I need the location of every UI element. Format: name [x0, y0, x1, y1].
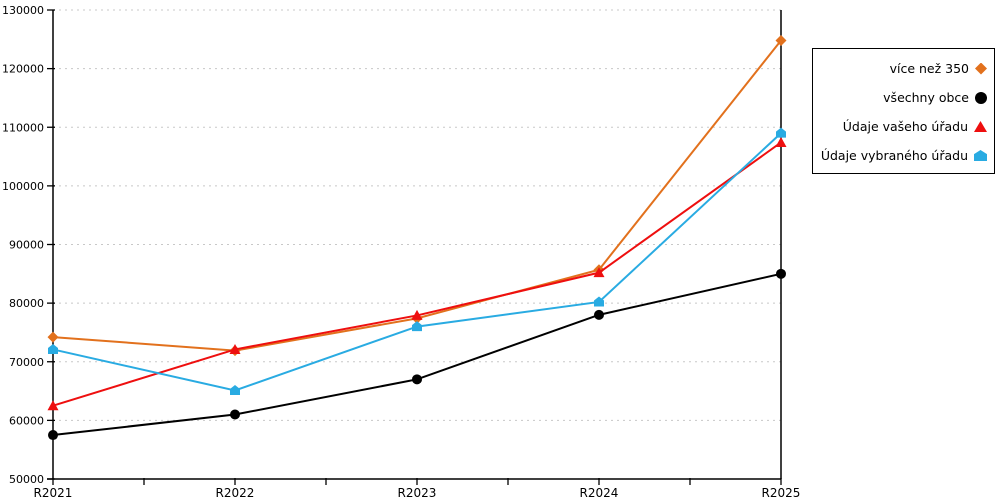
legend-label: všechny obce [883, 90, 969, 105]
legend-label: Údaje vašeho úřadu [842, 119, 968, 134]
legend-item-3[interactable]: Údaje vybraného úřadu [818, 141, 987, 170]
diamond-marker-icon [47, 331, 59, 343]
x-tick-label: R2025 [762, 486, 801, 500]
y-tick-label: 50000 [9, 473, 44, 486]
x-tick-label: R2024 [580, 486, 619, 500]
circle-marker-icon [776, 268, 786, 279]
diamond-marker-icon [975, 62, 987, 75]
legend-box: více než 350 všechny obce Údaje vašeho úřa… [812, 48, 995, 174]
legend-item-0[interactable]: více než 350 [818, 54, 987, 83]
legend-label: více než 350 [889, 61, 969, 76]
y-tick-label: 130000 [2, 4, 44, 17]
pentagon-marker-icon [974, 150, 987, 161]
y-tick-label: 100000 [2, 180, 44, 193]
y-tick-label: 60000 [9, 414, 44, 427]
pentagon-marker-icon [230, 384, 240, 395]
y-tick-label: 90000 [9, 239, 44, 252]
triangle-marker-icon [775, 136, 787, 147]
y-tick-label: 70000 [9, 356, 44, 369]
triangle-marker-icon [411, 309, 423, 320]
triangle-marker-icon [593, 267, 605, 278]
pentagon-marker-icon [594, 296, 604, 307]
pentagon-marker-icon [776, 127, 786, 138]
triangle-marker-icon [974, 121, 987, 132]
triangle-marker-icon [229, 343, 241, 354]
pentagon-marker-icon [412, 321, 422, 332]
x-tick-label: R2023 [398, 486, 437, 500]
circle-marker-icon [48, 430, 58, 441]
y-tick-label: 120000 [2, 63, 44, 76]
series-line-1 [52, 272, 782, 437]
series-line-0 [52, 39, 782, 352]
circle-marker-icon [412, 374, 422, 385]
x-tick-label: R2021 [34, 486, 73, 500]
legend-label: Údaje vybraného úřadu [820, 148, 968, 163]
series-line-3 [52, 132, 782, 392]
legend-item-1[interactable]: všechny obce [818, 83, 987, 112]
circle-marker-icon [230, 409, 240, 420]
diamond-marker-icon [775, 34, 787, 46]
y-tick-label: 110000 [2, 121, 44, 134]
triangle-marker-icon [47, 400, 59, 411]
circle-marker-icon [975, 91, 987, 104]
series-line-2 [52, 141, 782, 407]
circle-marker-icon [594, 309, 604, 320]
legend-item-2[interactable]: Údaje vašeho úřadu [818, 112, 987, 141]
pentagon-marker-icon [48, 343, 58, 354]
y-tick-label: 80000 [9, 297, 44, 310]
x-tick-label: R2022 [216, 486, 255, 500]
